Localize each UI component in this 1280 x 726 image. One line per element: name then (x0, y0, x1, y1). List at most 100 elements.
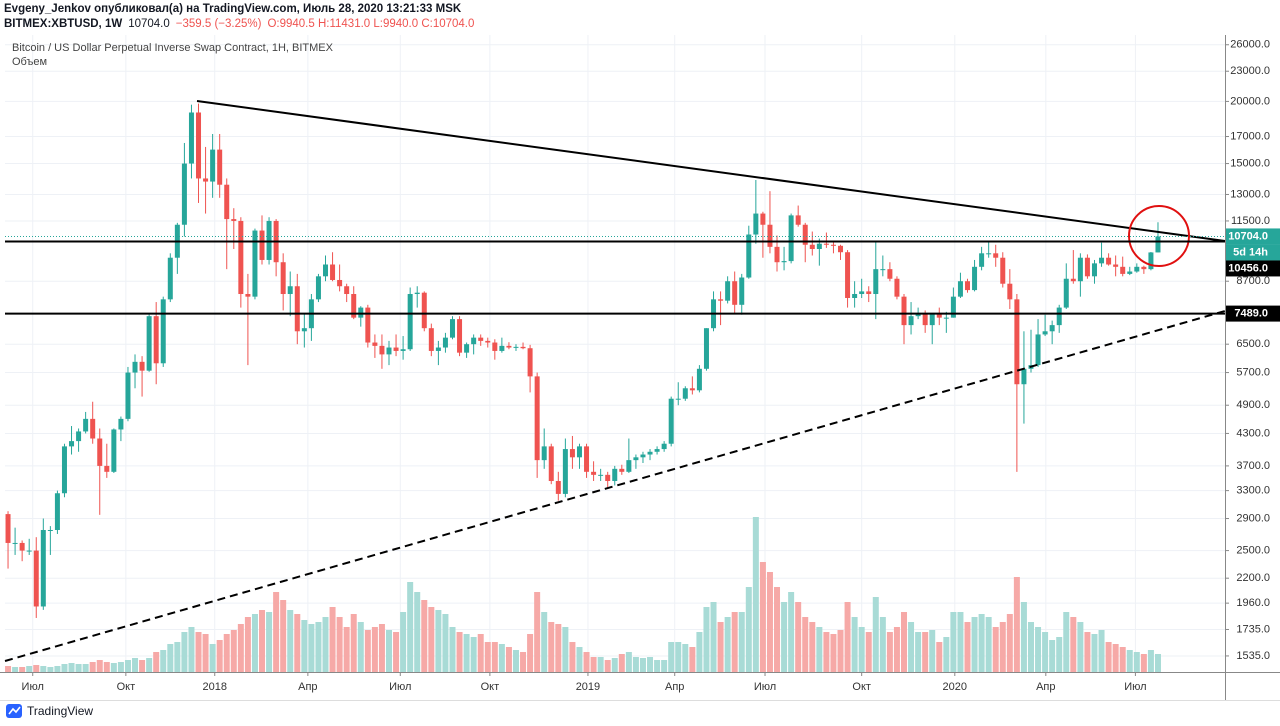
volume-bar (251, 614, 258, 672)
candle-body (471, 337, 477, 345)
volume-bar (837, 630, 844, 672)
volume-bar (33, 665, 40, 672)
x-tick-label: 2018 (202, 681, 226, 693)
volume-bar (872, 597, 879, 672)
volume-bar (696, 632, 703, 672)
candle-body (1000, 257, 1006, 284)
volume-bar (5, 666, 12, 672)
volume-bar (1133, 652, 1140, 672)
volume-bar (809, 622, 816, 672)
candle-body (880, 269, 886, 271)
volume-bar (823, 632, 830, 672)
countdown-box (1226, 244, 1280, 261)
volume-bar (132, 658, 139, 672)
candle-body (527, 348, 533, 377)
volume-bar (915, 632, 922, 672)
candle-body (964, 281, 970, 291)
volume-bar (1119, 647, 1126, 672)
candle-body (506, 345, 512, 348)
x-tick-label: Июл (22, 681, 44, 693)
volume-bar (901, 612, 908, 672)
volume-bar (1063, 612, 1070, 672)
volume-bar (167, 644, 174, 672)
levels: 10704.0 5d 14h 10456.0 7489.0 (5, 228, 1280, 322)
volume-bar (414, 592, 421, 672)
x-tick-label: Окт (852, 681, 871, 693)
candle-body (1007, 283, 1013, 300)
volume-bar (1056, 637, 1063, 672)
candle-body (1049, 325, 1055, 332)
y-tick-label: 4900.0 (1236, 399, 1270, 411)
volume-bar (1098, 630, 1105, 672)
candle-body (111, 429, 117, 472)
volume-bar (682, 644, 689, 672)
volume-bar (12, 667, 19, 672)
x-tick-label: Апр (1036, 681, 1055, 693)
volume-bar (209, 644, 216, 672)
candle-body (619, 468, 625, 472)
volume-bar (400, 612, 407, 672)
candle-body (562, 449, 568, 494)
volume-bar (435, 610, 442, 672)
candle-body (5, 514, 11, 543)
candle-body (379, 345, 385, 355)
candle-body (351, 294, 357, 318)
candle-body (1091, 263, 1097, 277)
candle-body (266, 220, 272, 260)
volume-bar (816, 627, 823, 672)
y-tick-label: 15000.0 (1230, 157, 1270, 169)
candle-body (569, 449, 575, 458)
candle-body (153, 316, 159, 364)
volume-bar (47, 667, 54, 672)
volume-bar (329, 607, 336, 672)
candle-body (739, 277, 745, 305)
candle-body (823, 243, 829, 245)
y-tick-label: 3300.0 (1236, 485, 1270, 497)
candle-body (774, 246, 780, 263)
volume-bar (999, 622, 1006, 672)
volume-bar (1020, 602, 1027, 672)
volume-bar (1042, 632, 1049, 672)
candle-body (294, 286, 300, 332)
candle-body (323, 264, 329, 277)
volume-bar (689, 647, 696, 672)
volume-bar (449, 627, 456, 672)
candle-body (449, 319, 455, 338)
candle-body (442, 337, 448, 348)
candle-body (330, 264, 336, 280)
volume-bar (929, 630, 936, 672)
candle-body (1148, 252, 1154, 270)
volume-bar (703, 607, 710, 672)
candle-body (866, 291, 872, 295)
candle-body (1113, 264, 1119, 267)
x-tick-label: Июл (1124, 681, 1146, 693)
candle-body (1014, 299, 1020, 385)
candle-body (252, 230, 258, 297)
candle-body (19, 542, 25, 551)
price: 10704.0 (128, 18, 170, 30)
volume-bar (795, 602, 802, 672)
candle-body (188, 112, 194, 164)
y-tick-label: 3700.0 (1236, 460, 1270, 472)
volume-bar (124, 660, 131, 672)
candle-body (245, 294, 251, 297)
volume-layer (5, 517, 1161, 672)
volume-bar (590, 657, 597, 672)
volume-bar (618, 654, 625, 672)
volume-bar (908, 622, 915, 672)
volume-bar (230, 630, 237, 672)
candle-body (1063, 278, 1069, 308)
candle-body (993, 253, 999, 258)
price-level-box (1226, 305, 1280, 322)
candle-body (400, 349, 406, 351)
candle-body (118, 418, 124, 430)
support-line (4, 310, 1226, 662)
candle-body (337, 279, 343, 287)
volume-bar (964, 622, 971, 672)
volume-bar (505, 647, 512, 672)
volume-bar (322, 617, 329, 672)
y-tick-label: 2500.0 (1236, 544, 1270, 556)
volume-bar (752, 517, 759, 672)
y-tick-label: 8700.0 (1236, 275, 1270, 287)
